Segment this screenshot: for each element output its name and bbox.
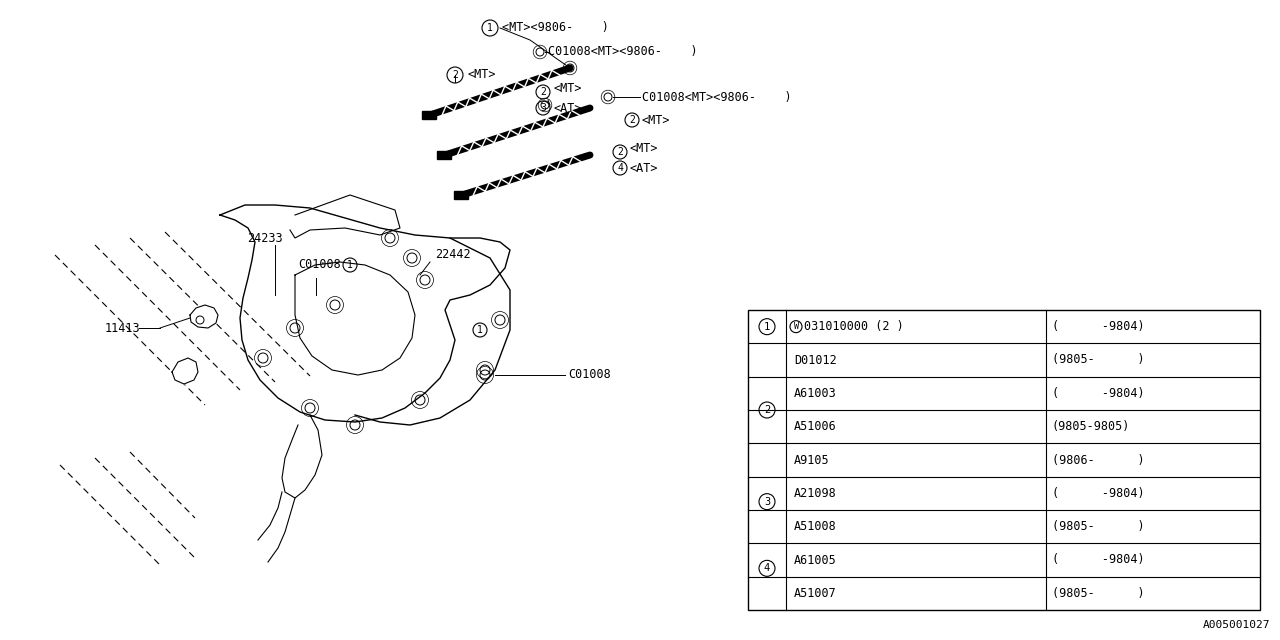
- Text: (      -9804): ( -9804): [1052, 487, 1144, 500]
- Text: C01008<MT><9806-    ): C01008<MT><9806- ): [643, 90, 791, 104]
- Text: 2: 2: [764, 405, 771, 415]
- Text: W: W: [794, 322, 799, 331]
- Bar: [748, 310, 1260, 610]
- Text: A61005: A61005: [794, 554, 837, 566]
- FancyBboxPatch shape: [436, 151, 451, 159]
- Text: 3: 3: [764, 497, 771, 507]
- Text: <MT><9806-    ): <MT><9806- ): [502, 22, 609, 35]
- Polygon shape: [172, 358, 198, 384]
- Text: <MT>: <MT>: [553, 81, 581, 95]
- Text: 11413: 11413: [105, 321, 141, 335]
- FancyBboxPatch shape: [422, 111, 436, 119]
- Text: 1: 1: [477, 325, 483, 335]
- FancyBboxPatch shape: [454, 191, 468, 199]
- Text: <MT>: <MT>: [467, 68, 495, 81]
- Text: <MT>: <MT>: [630, 141, 658, 154]
- Text: <AT>: <AT>: [553, 102, 581, 115]
- Text: 2: 2: [540, 87, 547, 97]
- Text: 24233: 24233: [247, 232, 283, 244]
- Text: (9805-9805): (9805-9805): [1052, 420, 1130, 433]
- Text: A51008: A51008: [794, 520, 837, 533]
- Text: 4: 4: [617, 163, 623, 173]
- Text: A21098: A21098: [794, 487, 837, 500]
- Text: 031010000 (2 ): 031010000 (2 ): [804, 320, 904, 333]
- Text: 1: 1: [347, 260, 353, 270]
- Text: A005001027: A005001027: [1202, 620, 1270, 630]
- Text: 22442: 22442: [435, 248, 471, 262]
- Text: 1: 1: [488, 23, 493, 33]
- Text: 3: 3: [540, 103, 547, 113]
- Text: A61003: A61003: [794, 387, 837, 400]
- Text: <AT>: <AT>: [630, 161, 658, 175]
- Text: A9105: A9105: [794, 454, 829, 467]
- Text: (      -9804): ( -9804): [1052, 387, 1144, 400]
- Text: 4: 4: [764, 563, 771, 573]
- Text: 2: 2: [628, 115, 635, 125]
- Text: (9805-      ): (9805- ): [1052, 587, 1144, 600]
- Text: C01008: C01008: [568, 369, 611, 381]
- Text: 2: 2: [452, 70, 458, 80]
- Polygon shape: [189, 305, 218, 328]
- Text: A51007: A51007: [794, 587, 837, 600]
- Text: <MT>: <MT>: [643, 113, 671, 127]
- Text: 2: 2: [617, 147, 623, 157]
- Text: C01008<MT><9806-    ): C01008<MT><9806- ): [548, 45, 698, 58]
- Text: (9805-      ): (9805- ): [1052, 353, 1144, 367]
- Text: (      -9804): ( -9804): [1052, 320, 1144, 333]
- Text: (      -9804): ( -9804): [1052, 554, 1144, 566]
- Text: D01012: D01012: [794, 353, 837, 367]
- Text: (9806-      ): (9806- ): [1052, 454, 1144, 467]
- Text: 1: 1: [764, 322, 771, 332]
- Text: (9805-      ): (9805- ): [1052, 520, 1144, 533]
- Text: A51006: A51006: [794, 420, 837, 433]
- Text: C01008: C01008: [298, 259, 340, 271]
